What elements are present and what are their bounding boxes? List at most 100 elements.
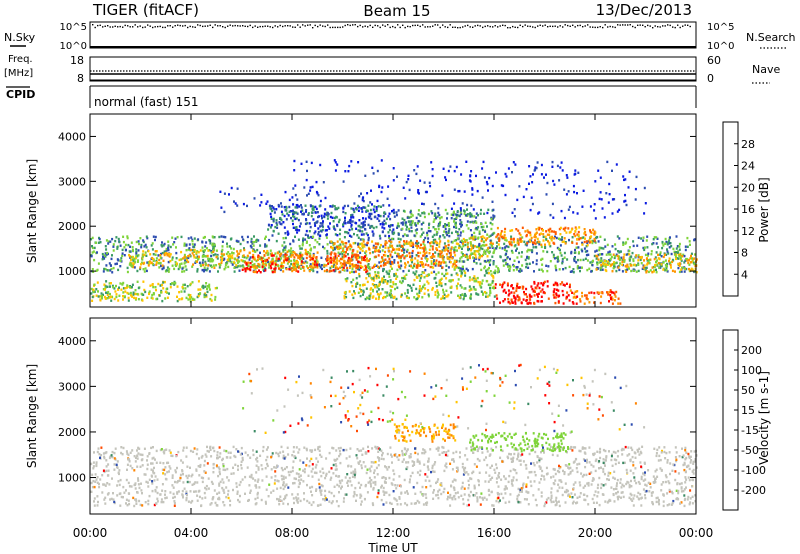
power-cell: [617, 250, 619, 253]
power-cell: [632, 244, 635, 248]
sky-search-point: [519, 24, 521, 26]
velocity-cell: [298, 448, 301, 451]
power-cell: [427, 212, 430, 216]
power-cell: [571, 236, 574, 239]
power-cell: [144, 243, 147, 247]
power-cell: [593, 209, 596, 212]
sky-search-point: [414, 24, 416, 27]
power-cell: [257, 239, 260, 242]
sky-search-point: [219, 25, 221, 27]
power-cell: [225, 262, 228, 265]
power-cell: [334, 261, 337, 264]
power-cell: [378, 234, 381, 238]
power-cell: [304, 260, 307, 263]
power-cell: [325, 264, 328, 267]
power-cell: [350, 281, 353, 284]
power-cell: [389, 224, 392, 228]
sky-search-point: [317, 25, 319, 28]
velocity-cell: [458, 455, 461, 459]
power-cell: [560, 254, 563, 257]
power-cell: [590, 291, 593, 294]
power-cell: [569, 283, 571, 286]
velocity-cell: [371, 447, 374, 450]
power-cell: [447, 266, 450, 269]
power-cell: [366, 272, 369, 276]
power-cell: [623, 200, 626, 203]
power-cell: [480, 208, 482, 212]
power-cell: [270, 215, 273, 218]
power-cell: [557, 289, 560, 292]
sky-search-point: [132, 26, 134, 28]
power-cell: [176, 295, 178, 298]
power-cell: [191, 243, 194, 246]
power-cell: [167, 260, 170, 264]
sky-search-point: [222, 26, 224, 28]
power-cell: [594, 236, 597, 240]
power-cell: [474, 220, 477, 223]
power-cell: [369, 225, 372, 228]
power-cell: [492, 232, 495, 235]
sky-search-point: [149, 25, 151, 27]
power-cell: [279, 216, 282, 220]
power-cell: [290, 262, 293, 266]
power-cell: [429, 242, 432, 245]
power-cell: [458, 189, 461, 193]
power-cell: [529, 231, 532, 234]
velocity-cell: [470, 477, 473, 481]
power-cell: [420, 243, 422, 246]
power-cell: [257, 255, 259, 259]
velocity-cell: [638, 498, 640, 501]
power-cell: [657, 261, 660, 265]
velocity-cell: [421, 451, 424, 455]
velocity-cell: [660, 483, 663, 486]
power-cell: [108, 262, 111, 265]
power-cell: [151, 248, 154, 251]
power-cell: [388, 239, 391, 243]
power-cell: [584, 237, 586, 240]
power-cell: [415, 287, 418, 291]
power-cell: [554, 301, 557, 305]
power-cell: [557, 247, 560, 251]
power-cell: [361, 258, 364, 262]
power-cell: [689, 261, 692, 264]
power-cell: [506, 256, 509, 259]
power-cell: [478, 252, 481, 256]
power-cell: [127, 299, 130, 302]
power-cell: [443, 297, 446, 300]
power-cell: [190, 236, 193, 239]
power-cell: [415, 224, 418, 227]
sky-search-point: [199, 24, 201, 27]
sky-search-point: [614, 26, 616, 29]
power-cell: [389, 279, 392, 282]
velocity-cell: [633, 494, 636, 497]
power-cell: [377, 288, 380, 291]
power-cell: [459, 234, 462, 237]
power-cell: [501, 285, 504, 289]
power-cell: [507, 294, 510, 297]
power-cell: [393, 261, 396, 264]
power-cell: [393, 259, 396, 262]
power-cell: [398, 244, 401, 247]
power-cell: [532, 243, 534, 246]
sky-search-point: [424, 26, 426, 28]
power-cell: [531, 202, 534, 206]
power-cell: [691, 257, 693, 260]
power-cell: [645, 266, 648, 269]
power-cell: [333, 159, 336, 162]
power-cell: [414, 229, 417, 232]
power-cell: [302, 238, 304, 242]
power-cell: [135, 256, 138, 259]
power-cell: [301, 209, 304, 212]
velocity-cell: [628, 496, 631, 499]
power-cell: [216, 257, 219, 260]
power-cell: [414, 257, 417, 260]
power-cell: [562, 240, 565, 243]
power-cell: [273, 270, 276, 273]
power-cell: [294, 266, 297, 269]
power-cell: [206, 287, 208, 291]
power-cell: [480, 239, 483, 243]
power-cell: [285, 206, 288, 209]
power-cell: [396, 226, 399, 229]
power-cell: [502, 290, 505, 293]
power-cell: [288, 198, 291, 202]
